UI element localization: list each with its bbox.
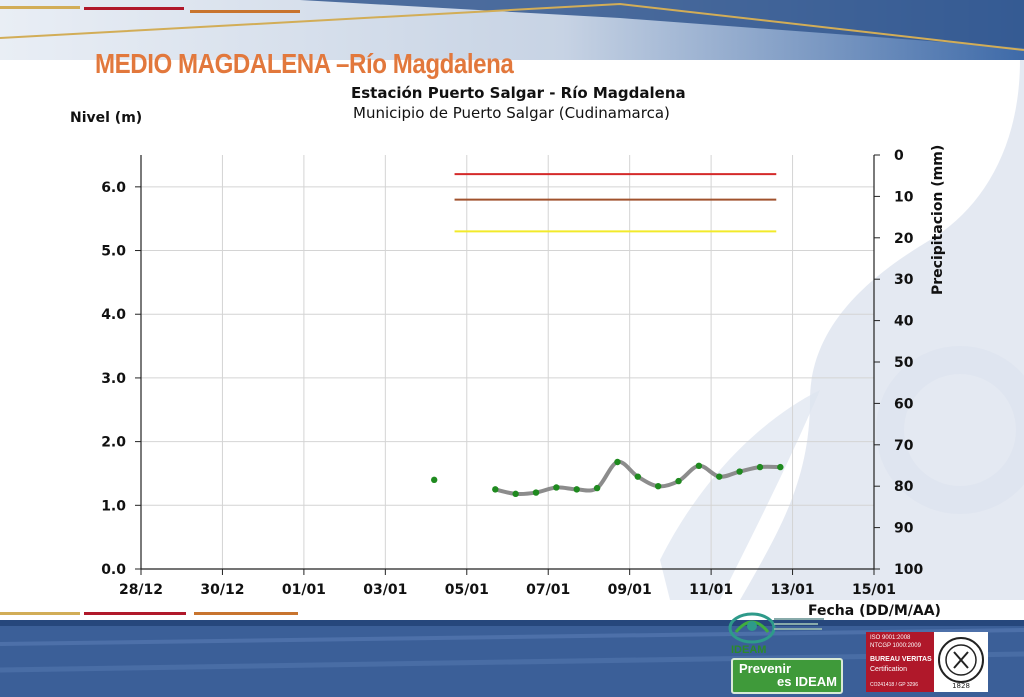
level-point [716, 473, 723, 480]
threshold-lines [454, 173, 777, 233]
y-tick-label: 3.0 [101, 371, 126, 387]
y2-tick-label: 10 [894, 189, 914, 205]
bv-code: CO241418 / GP 3296 [870, 682, 918, 688]
y-axis-label: Nivel (m) [70, 110, 143, 126]
header-band [0, 0, 1024, 60]
level-point [614, 458, 621, 466]
level-point [736, 468, 743, 475]
y2-tick-label: 70 [894, 438, 914, 454]
y-tick-label: 6.0 [101, 180, 126, 196]
x-tick-label: 09/01 [608, 582, 652, 598]
chart-title: Estación Puerto Salgar - Río Magdalena [351, 84, 686, 102]
y-tick-label: 2.0 [101, 435, 126, 451]
y-tick-label: 0.0 [101, 562, 126, 578]
x-tick-label: 01/01 [282, 582, 326, 598]
y-tick-label: 5.0 [101, 244, 126, 260]
prevenir-text: Prevenir [739, 661, 792, 676]
bv-red-panel: ISO 9001:2008 NTCGP 1000:2009 BUREAU VER… [866, 632, 934, 692]
bv-ntcgp: NTCGP 1000:2009 [870, 643, 921, 649]
level-point [675, 477, 682, 485]
level-point [553, 484, 560, 491]
bv-name: BUREAU VERITAS [870, 656, 932, 663]
y-tick-label: 1.0 [101, 498, 126, 514]
ideam-name: IDEAM [731, 644, 767, 656]
y2-tick-label: 0 [894, 148, 904, 164]
y-tick-label: 4.0 [101, 307, 126, 323]
grid [140, 155, 875, 570]
y2-tick-label: 80 [894, 479, 914, 495]
x-tick-label: 03/01 [363, 582, 407, 598]
level-point [573, 486, 580, 493]
y2-tick-label: 20 [894, 231, 914, 247]
level-point [654, 483, 662, 490]
level-point [756, 463, 764, 471]
y2-tick-label: 60 [894, 396, 914, 412]
x-tick-label: 15/01 [852, 582, 896, 598]
y2-tick-label: 40 [894, 314, 914, 330]
y2-tick-label: 90 [894, 521, 914, 537]
y2-tick-label: 100 [894, 562, 923, 578]
y2-tick-label: 30 [894, 272, 914, 288]
footer-band [0, 612, 1024, 697]
x-tick-label: 28/12 [119, 582, 163, 598]
x-tick-label: 30/12 [200, 582, 244, 598]
level-point [634, 473, 642, 480]
axes [135, 154, 880, 575]
y2-tick-label: 50 [894, 355, 914, 371]
level-point [695, 462, 703, 470]
page-title: MEDIO MAGDALENA –Río Magdalena [95, 48, 514, 79]
bv-year: 1828 [952, 682, 970, 690]
level-point [492, 486, 499, 493]
bv-iso: ISO 9001:2008 [870, 635, 911, 641]
bureau-veritas-logo: ISO 9001:2008 NTCGP 1000:2009 BUREAU VER… [866, 632, 988, 692]
tick-labels: 28/12 30/12 01/01 03/01 05/01 07/01 09/01 11/01… [101, 148, 923, 598]
watermark-shape [660, 60, 1024, 600]
prevenir-badge: Prevenir es IDEAM [731, 658, 843, 694]
level-point [512, 490, 519, 498]
level-point [593, 484, 601, 492]
bv-cert: Certification [870, 666, 907, 673]
x-tick-label: 11/01 [689, 582, 733, 598]
chart-subtitle: Municipio de Puerto Salgar (Cudinamarca) [353, 104, 670, 122]
bv-seal-icon: 1828 [938, 637, 984, 690]
level-point [777, 463, 784, 471]
level-series [431, 458, 784, 498]
level-point [431, 476, 438, 484]
level-point [532, 489, 540, 496]
x-axis-label: Fecha (DD/M/AA) [808, 603, 941, 619]
x-tick-label: 07/01 [526, 582, 570, 598]
ideam-logo [728, 612, 824, 644]
x-tick-label: 13/01 [771, 582, 815, 598]
x-tick-label: 05/01 [445, 582, 489, 598]
es-ideam-text: es IDEAM [777, 674, 837, 689]
